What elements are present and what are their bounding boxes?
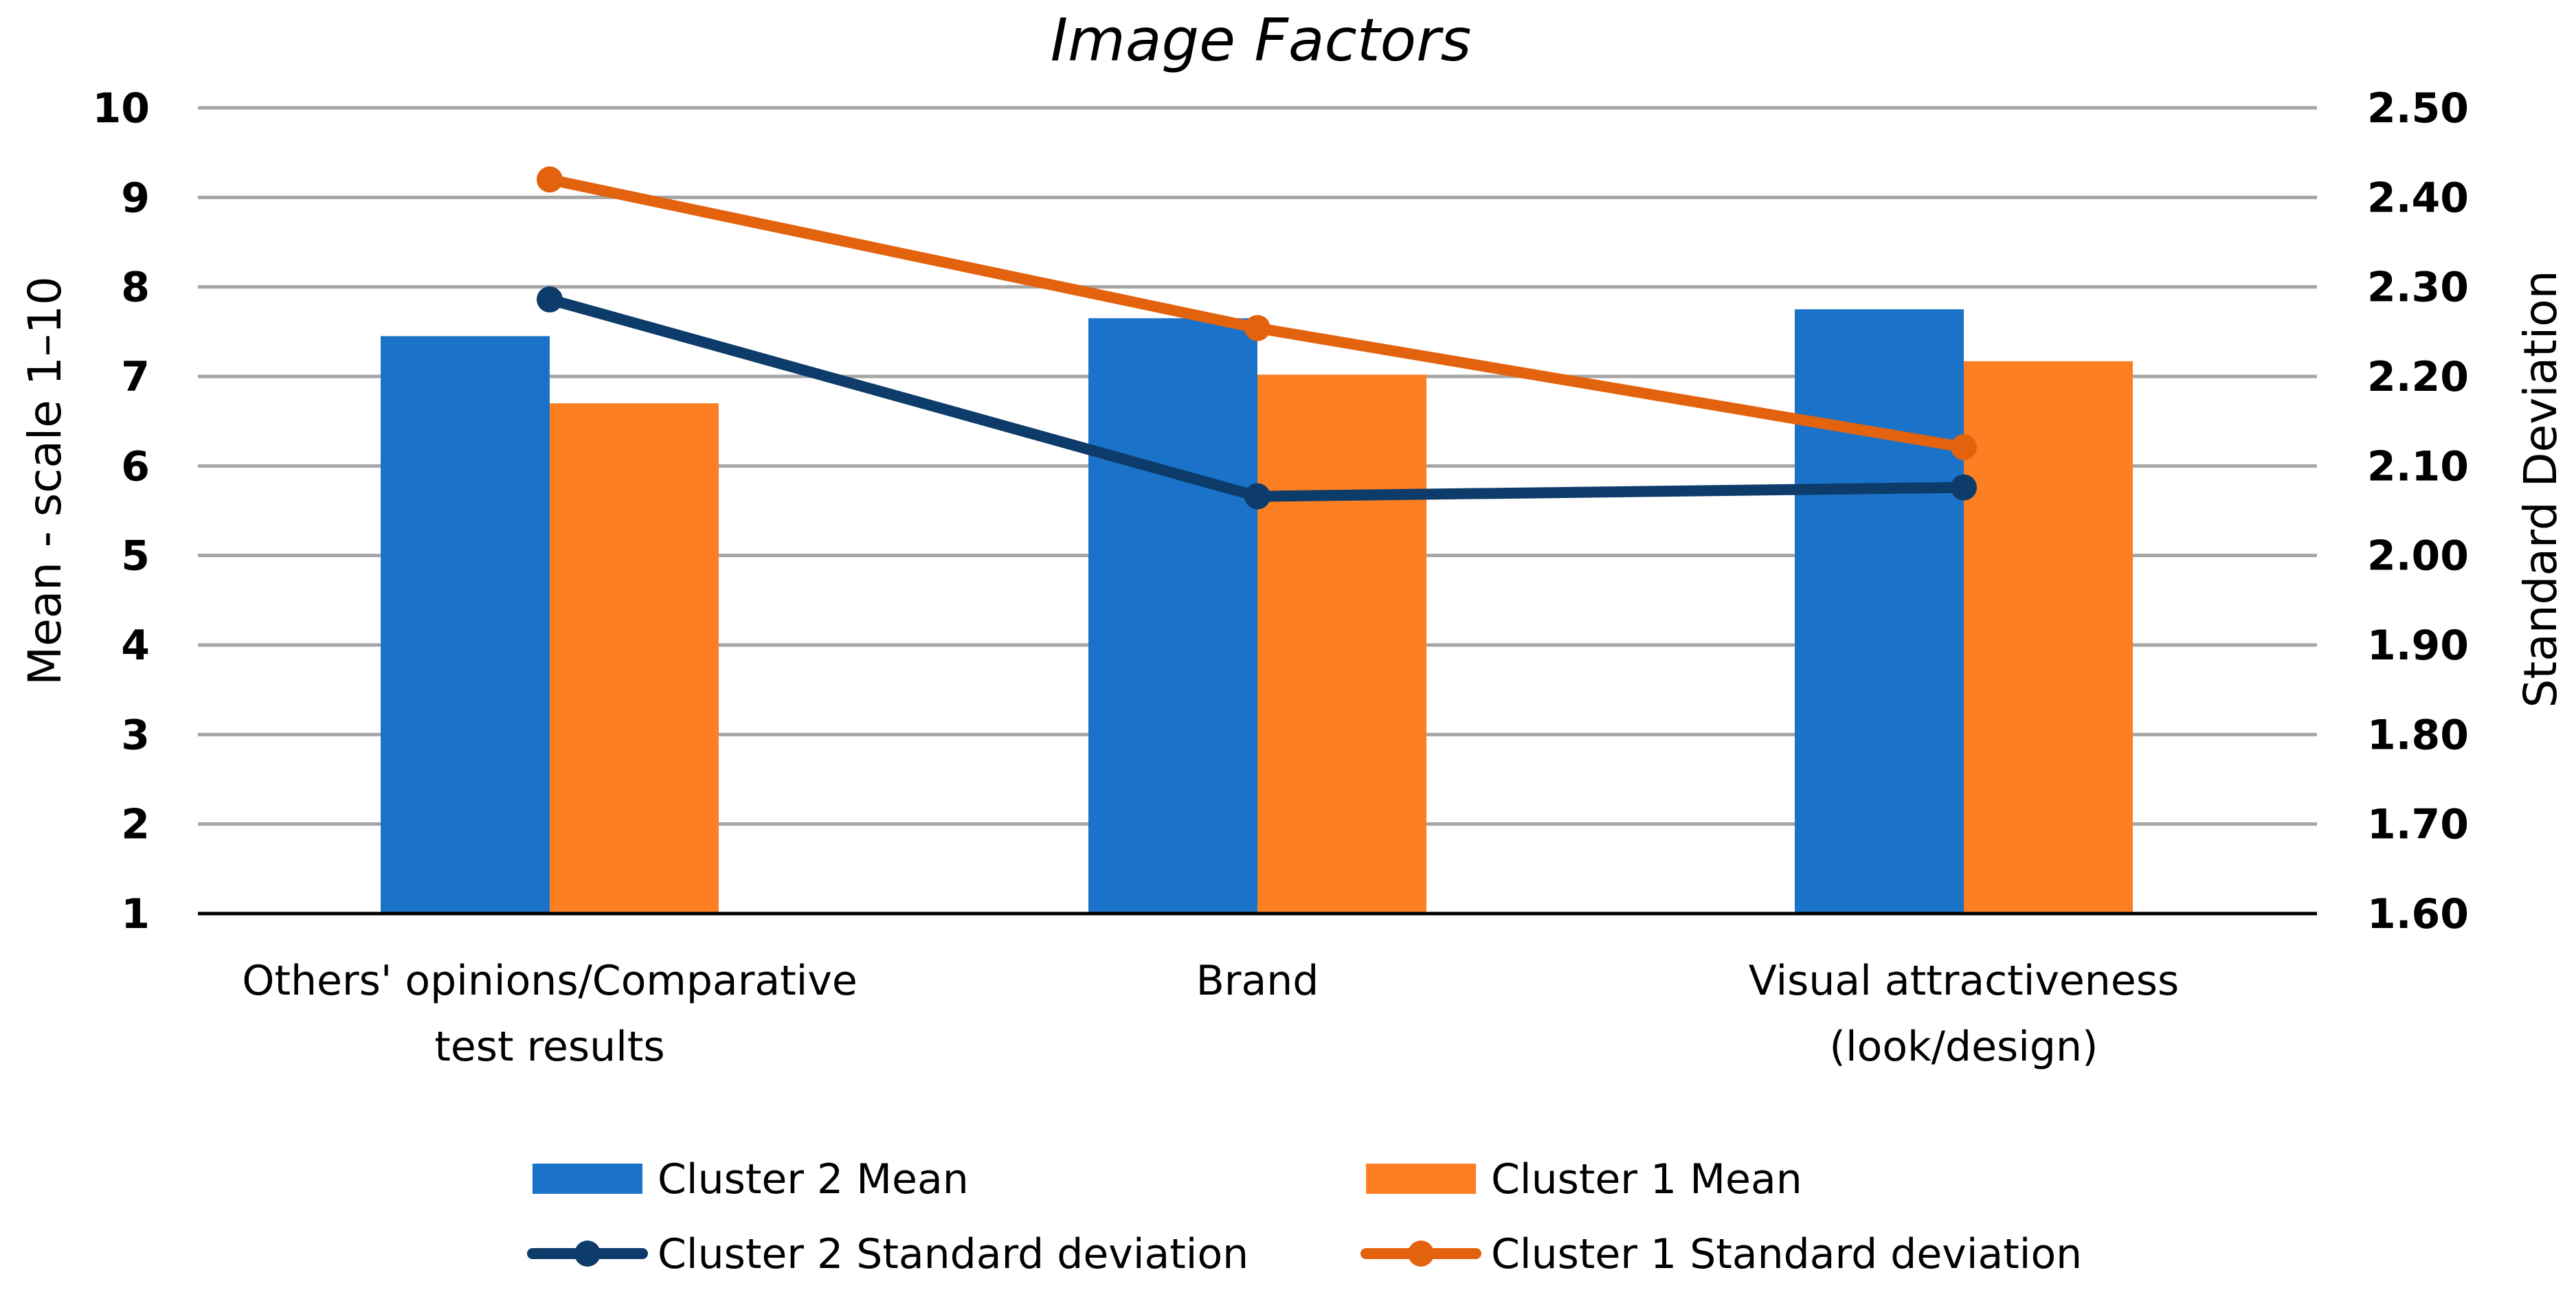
left-tick-label: 9 [121, 174, 150, 222]
line-point [537, 166, 563, 193]
legend-marker [1408, 1241, 1434, 1267]
right-tick-label: 2.40 [2367, 174, 2469, 222]
left-tick-label: 8 [121, 264, 150, 312]
line-point [1244, 483, 1270, 510]
legend-swatch [533, 1164, 642, 1194]
legend-label: Cluster 2 Standard deviation [658, 1230, 1248, 1278]
right-axis-ticks: 1.60 1.70 1.80 1.90 2.00 2.10 2.20 2.30 2.40 2.50 [2367, 84, 2469, 938]
category-label: test results [434, 1023, 664, 1071]
left-axis-title: Mean - scale 1–10 [19, 276, 71, 686]
line-point [537, 286, 563, 313]
bar [1964, 361, 2133, 914]
category-label: Visual attractiveness [1749, 957, 2180, 1005]
right-tick-label: 2.10 [2367, 442, 2469, 490]
right-axis-title: Standard Deviation [2514, 271, 2567, 708]
right-tick-label: 1.80 [2367, 711, 2469, 759]
legend-label: Cluster 2 Mean [658, 1155, 969, 1203]
category-label: (look/design) [1830, 1023, 2098, 1071]
left-tick-label: 5 [121, 532, 150, 580]
legend-marker [574, 1241, 601, 1267]
bar [1088, 318, 1257, 914]
right-tick-label: 2.00 [2367, 532, 2469, 580]
bar [550, 403, 719, 914]
right-tick-label: 1.60 [2367, 890, 2469, 938]
legend-label: Cluster 1 Mean [1491, 1155, 1802, 1203]
left-tick-label: 2 [121, 801, 150, 849]
right-tick-label: 2.50 [2367, 84, 2469, 133]
left-tick-label: 4 [121, 622, 150, 670]
legend: Cluster 2 Mean Cluster 1 Mean Cluster 2 St… [527, 1155, 2082, 1278]
category-labels: Others' opinions/Comparative test results… [242, 957, 2179, 1071]
bar [381, 336, 550, 914]
bar-series [381, 309, 2133, 914]
left-tick-label: 10 [93, 84, 150, 133]
line-series [537, 166, 1977, 510]
line-point [1951, 434, 1977, 460]
right-tick-label: 1.90 [2367, 622, 2469, 670]
right-tick-label: 1.70 [2367, 801, 2469, 849]
category-label: Others' opinions/Comparative [242, 957, 858, 1005]
category-label: Brand [1196, 957, 1319, 1005]
right-tick-label: 2.30 [2367, 264, 2469, 312]
left-tick-label: 3 [121, 711, 150, 759]
line-point [1244, 315, 1270, 341]
left-tick-label: 7 [121, 353, 150, 401]
bar [1257, 374, 1426, 914]
legend-swatch [1366, 1164, 1476, 1194]
right-tick-label: 2.20 [2367, 353, 2469, 401]
line-point [1951, 474, 1977, 501]
left-tick-label: 1 [121, 890, 150, 938]
chart-title: Image Factors [1051, 6, 1472, 75]
legend-label: Cluster 1 Standard deviation [1491, 1230, 2082, 1278]
left-axis-ticks: 1 2 3 4 5 6 7 8 9 10 [93, 84, 150, 938]
bar [1795, 309, 1964, 914]
left-tick-label: 6 [121, 442, 150, 490]
